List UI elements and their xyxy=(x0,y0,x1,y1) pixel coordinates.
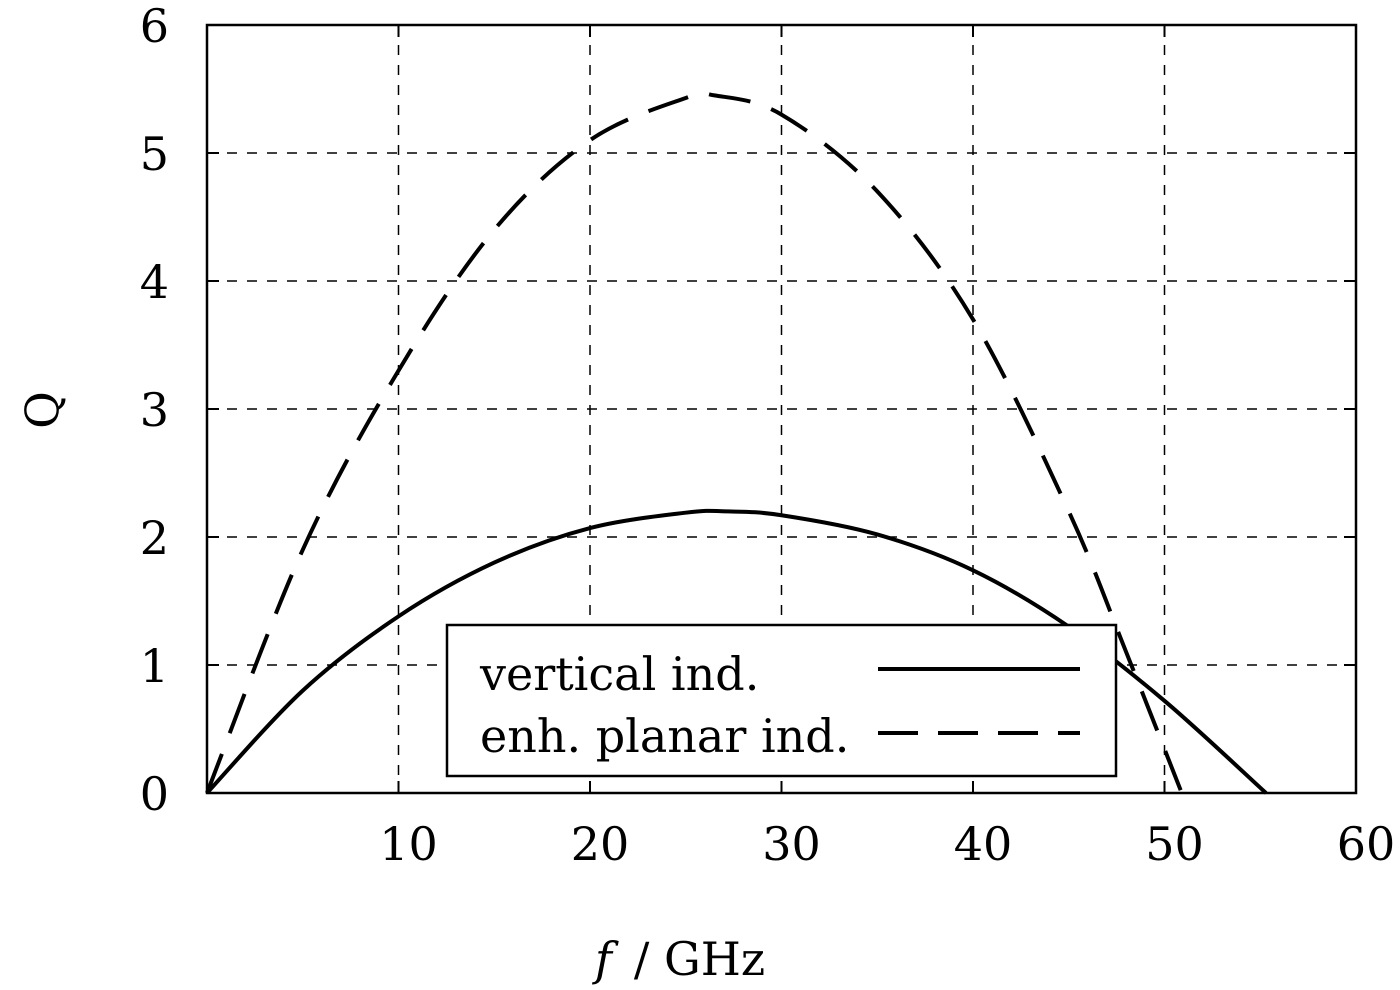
legend-label-vertical: vertical ind. xyxy=(479,647,759,701)
x-tick-label: 10 xyxy=(379,817,438,871)
y-tick-label: 6 xyxy=(140,0,169,53)
y-tick-label: 1 xyxy=(140,639,169,693)
series-enh-planar-ind xyxy=(205,90,1184,794)
axis-ticks xyxy=(207,24,1357,794)
y-tick-label: 2 xyxy=(140,511,169,565)
x-axis-label: f / GHz xyxy=(592,932,765,986)
legend: vertical ind. enh. planar ind. xyxy=(445,623,1118,778)
x-tick-label: 50 xyxy=(1145,817,1204,871)
x-axis-label-unit: / GHz xyxy=(634,932,765,986)
x-tick-label: 40 xyxy=(954,817,1013,871)
x-tick-label: 60 xyxy=(1337,817,1396,871)
y-tick-label: 0 xyxy=(140,767,169,821)
legend-label-enh-planar: enh. planar ind. xyxy=(480,709,849,763)
y-axis-label: Q xyxy=(15,391,69,429)
tick-labels: 10 20 30 40 50 60 0 1 2 3 4 5 6 xyxy=(140,0,1396,871)
y-tick-label: 5 xyxy=(140,127,169,181)
x-tick-label: 20 xyxy=(571,817,630,871)
legend-box xyxy=(445,623,1118,778)
x-tick-label: 30 xyxy=(762,817,821,871)
x-axis-label-var: f xyxy=(592,932,619,986)
y-tick-label: 3 xyxy=(140,383,169,437)
y-tick-label: 4 xyxy=(140,255,169,309)
